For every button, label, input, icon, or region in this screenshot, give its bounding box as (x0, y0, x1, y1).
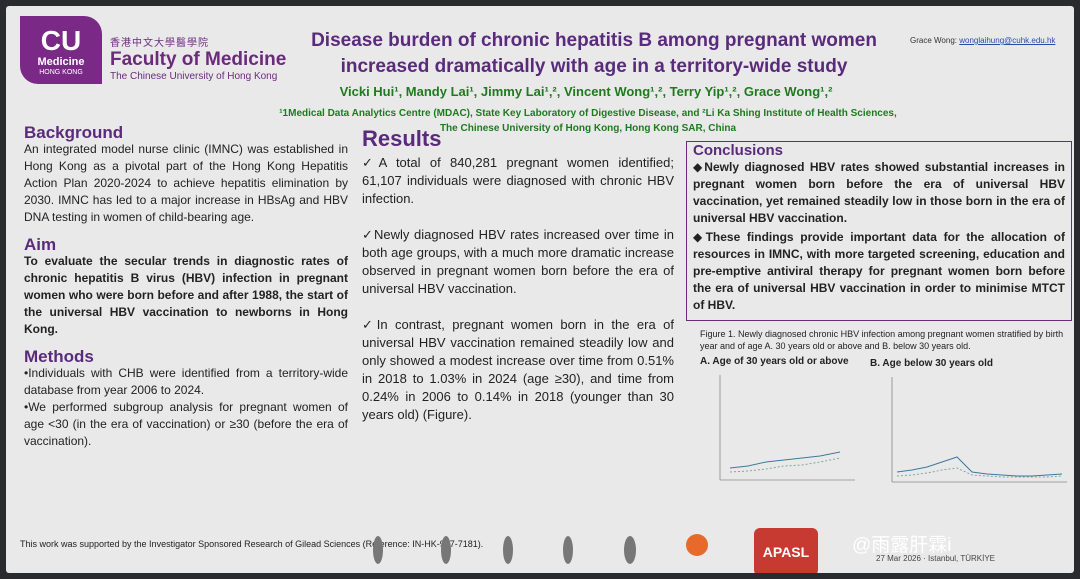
faculty-chinese: 香港中文大學醫學院 (110, 38, 209, 49)
methods-point-1: •Individuals with CHB were identified fr… (24, 366, 348, 397)
affiliations: ¹1Medical Data Analytics Centre (MDAC), … (248, 106, 928, 136)
university-name: The Chinese University of Hong Kong (110, 71, 278, 82)
cu-medicine-logo: CU Medicine HONG KONG (20, 16, 102, 84)
virus-icon (686, 534, 708, 556)
panel-a-label: A. Age of 30 years old or above (700, 356, 849, 367)
results-heading: Results (362, 126, 442, 151)
faculty-name: Faculty of Medicine (110, 49, 287, 70)
watermark: @雨露肝霖i (852, 535, 952, 556)
panel-b-label: B. Age below 30 years old (870, 358, 994, 369)
background-heading: Background (24, 123, 124, 142)
pregnancy-icons (373, 536, 636, 564)
contact: Grace Wong: wonglaihung@cuhk.edu.hk (910, 36, 1055, 45)
conclusions-box: Conclusions ◆Newly diagnosed HBV rates s… (686, 141, 1072, 321)
chart-b-image (891, 377, 1067, 483)
left-column: Background An integrated model nurse cli… (24, 124, 348, 460)
background-text: An integrated model nurse clinic (IMNC) … (24, 142, 348, 224)
poster: CU Medicine HONG KONG 香港中文大學醫學院 Faculty … (6, 6, 1074, 573)
apasl-logo: APASL (754, 528, 818, 573)
logo-small-text: HONG KONG (39, 69, 83, 76)
logo-text: CU (40, 25, 82, 56)
affiliation-line-1: ¹1Medical Data Analytics Centre (MDAC), … (279, 108, 897, 119)
results-point-3: ✓In contrast, pregnant women born in the… (362, 317, 674, 422)
results-point-1: ✓A total of 840,281 pregnant women ident… (362, 155, 674, 206)
funding-note: This work was supported by the Investiga… (20, 539, 484, 549)
methods-point-2: •We performed subgroup analysis for preg… (24, 400, 348, 448)
faculty-block: 香港中文大學醫學院 Faculty of Medicine The Chines… (110, 34, 286, 82)
results-point-2: ✓Newly diagnosed HBV rates increased ove… (362, 227, 674, 296)
results-column: Results ✓A total of 840,281 pregnant wom… (362, 126, 674, 442)
methods-heading: Methods (24, 347, 94, 366)
contact-name: Grace Wong: (910, 36, 960, 45)
logo-subtext: Medicine (37, 56, 85, 68)
poster-title: Disease burden of chronic hepatitis B am… (311, 30, 877, 77)
conference-info: 27 Mar 2026 · Istanbul, TÜRKİYE (876, 554, 996, 563)
conclusions-point-1: ◆Newly diagnosed HBV rates showed substa… (693, 160, 1065, 225)
authors: Vicki Hui¹, Mandy Lai¹, Jimmy Lai¹,², Vi… (339, 84, 833, 99)
aim-heading: Aim (24, 235, 57, 254)
chart-a-image (719, 375, 855, 481)
conclusions-heading: Conclusions (693, 142, 784, 159)
figure-caption: Figure 1. Newly diagnosed chronic HBV in… (700, 329, 1064, 351)
aim-text: To evaluate the secular trends in diagno… (24, 254, 348, 336)
contact-email: wonglaihung@cuhk.edu.hk (959, 36, 1056, 45)
affiliation-line-2: The Chinese University of Hong Kong, Hon… (439, 123, 737, 134)
conclusions-point-2: ◆These findings provide important data f… (693, 230, 1065, 312)
